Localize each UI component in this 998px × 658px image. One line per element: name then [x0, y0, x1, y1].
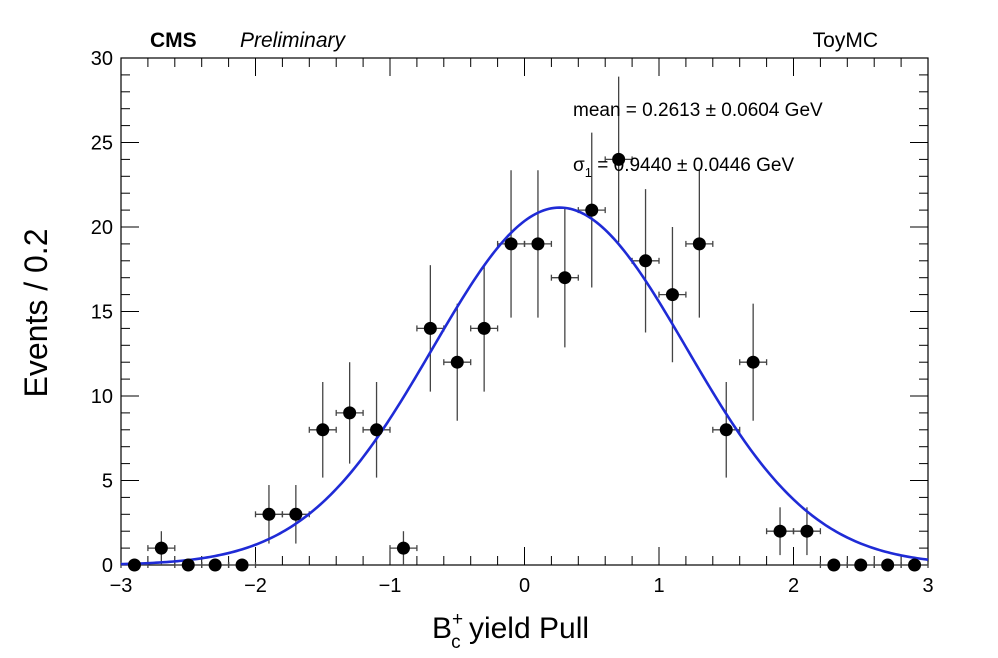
- data-point: [612, 152, 626, 166]
- data-point: [208, 558, 222, 572]
- data-point: [343, 406, 357, 420]
- mean-annotation: mean = 0.2613 ± 0.0604 GeV: [573, 100, 823, 121]
- data-point: [316, 423, 330, 437]
- data-point: [477, 321, 491, 335]
- data-point: [639, 254, 653, 268]
- plot-frame: [120, 57, 929, 566]
- data-point: [504, 237, 518, 251]
- y-tick-label: 25: [91, 133, 113, 155]
- x-tick-label: −2: [244, 575, 267, 597]
- data-point: [289, 507, 303, 521]
- y-tick-label: 20: [91, 217, 113, 239]
- plot-area-border: [120, 57, 929, 566]
- x-tick-label: 0: [519, 575, 530, 597]
- data-point: [154, 541, 168, 555]
- fit-curve: [120, 206, 929, 566]
- error-bars: [120, 76, 929, 568]
- data-point: [692, 237, 706, 251]
- data-point: [719, 423, 733, 437]
- data-point: [800, 524, 814, 538]
- toymc-label: ToyMC: [813, 29, 878, 52]
- data-point: [908, 558, 922, 572]
- data-point: [665, 288, 679, 302]
- data-point: [396, 541, 410, 555]
- data-point: [531, 237, 545, 251]
- data-point: [262, 507, 276, 521]
- x-tick-label: 3: [922, 575, 933, 597]
- data-point: [585, 203, 599, 217]
- x-tick-label: 1: [653, 575, 664, 597]
- data-point: [235, 558, 249, 572]
- x-tick-label: 2: [788, 575, 799, 597]
- cms-label: CMS: [150, 29, 197, 52]
- data-point: [773, 524, 787, 538]
- data-point: [746, 355, 760, 369]
- x-tick-label: −1: [379, 575, 402, 597]
- data-point: [181, 558, 195, 572]
- data-point: [558, 271, 572, 285]
- preliminary-label: Preliminary: [240, 29, 347, 52]
- y-tick-label: 30: [91, 48, 113, 70]
- y-tick-label: 5: [102, 471, 113, 493]
- data-point: [423, 321, 437, 335]
- axis-ticks: [120, 57, 929, 566]
- y-axis-title: Events / 0.2: [18, 229, 54, 398]
- y-tick-label: 15: [91, 302, 113, 324]
- x-axis-title: B+ c yield Pull: [432, 609, 589, 653]
- data-point: [127, 558, 141, 572]
- sigma-annotation: σ1 = 0.9440 ± 0.0446 GeV: [573, 155, 794, 180]
- data-points: [127, 152, 922, 572]
- x-tick-label: −3: [110, 575, 133, 597]
- data-point: [450, 355, 464, 369]
- data-point: [881, 558, 895, 572]
- y-tick-label: 0: [102, 555, 113, 577]
- data-point: [370, 423, 384, 437]
- y-tick-label: 10: [91, 386, 113, 408]
- data-point: [854, 558, 868, 572]
- data-point: [827, 558, 841, 572]
